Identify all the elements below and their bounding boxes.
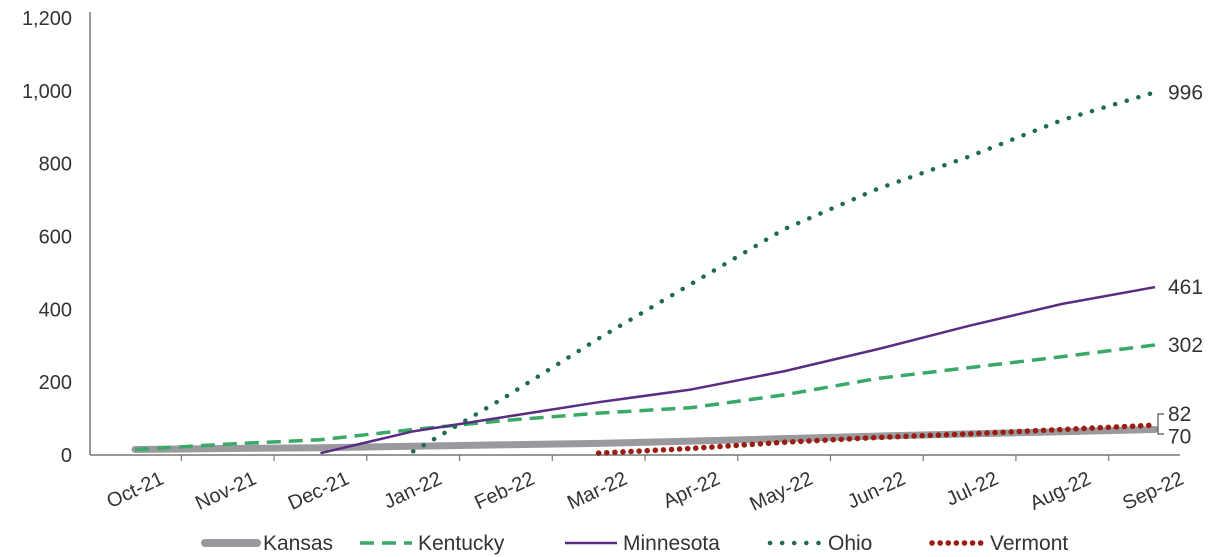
x-tick-label: Nov-21 [192,468,260,515]
legend-label-minnesota: Minnesota [623,532,720,555]
series-lines [131,90,1159,456]
series-line-kentucky [134,343,1156,452]
y-tick-label: 600 [39,227,72,249]
end-label-ohio: 996 [1168,81,1203,104]
end-label-kentucky: 302 [1168,334,1203,357]
x-tick-label: Jul-22 [943,468,1002,511]
legend-label-vermont: Vermont [990,532,1068,555]
y-tick-label: 400 [39,299,72,321]
x-tick-label: Jun-22 [844,468,909,514]
x-tick-label: Aug-22 [1027,468,1095,515]
x-tick-label: Feb-22 [471,468,538,515]
x-tick-label: Dec-21 [285,468,353,515]
end-label-bracket [1157,413,1164,435]
legend: Kansas Kentucky Minnesota Ohio Vermont [201,532,1068,555]
legend-label-ohio: Ohio [828,532,872,555]
x-tick-label: May-22 [746,468,816,516]
x-tick-label: Oct-21 [103,468,167,513]
series-line-vermont [595,422,1158,456]
axes: 0 200 400 600 800 1,000 1,200 Oct-21 Nov-21 Dec-2… [22,8,1187,516]
legend-label-kentucky: Kentucky [418,532,505,555]
end-label-minnesota: 461 [1168,276,1203,299]
x-tick-label: Mar-22 [564,468,631,515]
y-tick-label: 1,000 [22,81,72,103]
end-label-vermont: 82 [1168,403,1191,426]
end-label-kansas: 70 [1168,426,1191,449]
y-tick-label: 0 [61,445,72,467]
y-tick-label: 1,200 [22,8,72,30]
x-tick-label: Jan-22 [381,468,446,514]
x-tick-label: Sep-22 [1119,468,1187,515]
legend-label-kansas: Kansas [263,532,333,555]
y-tick-label: 800 [39,154,72,176]
series-line-ohio [410,90,1158,454]
series-line-minnesota [320,285,1156,455]
y-tick-label: 200 [39,372,72,394]
x-tick-label: Apr-22 [660,468,724,513]
